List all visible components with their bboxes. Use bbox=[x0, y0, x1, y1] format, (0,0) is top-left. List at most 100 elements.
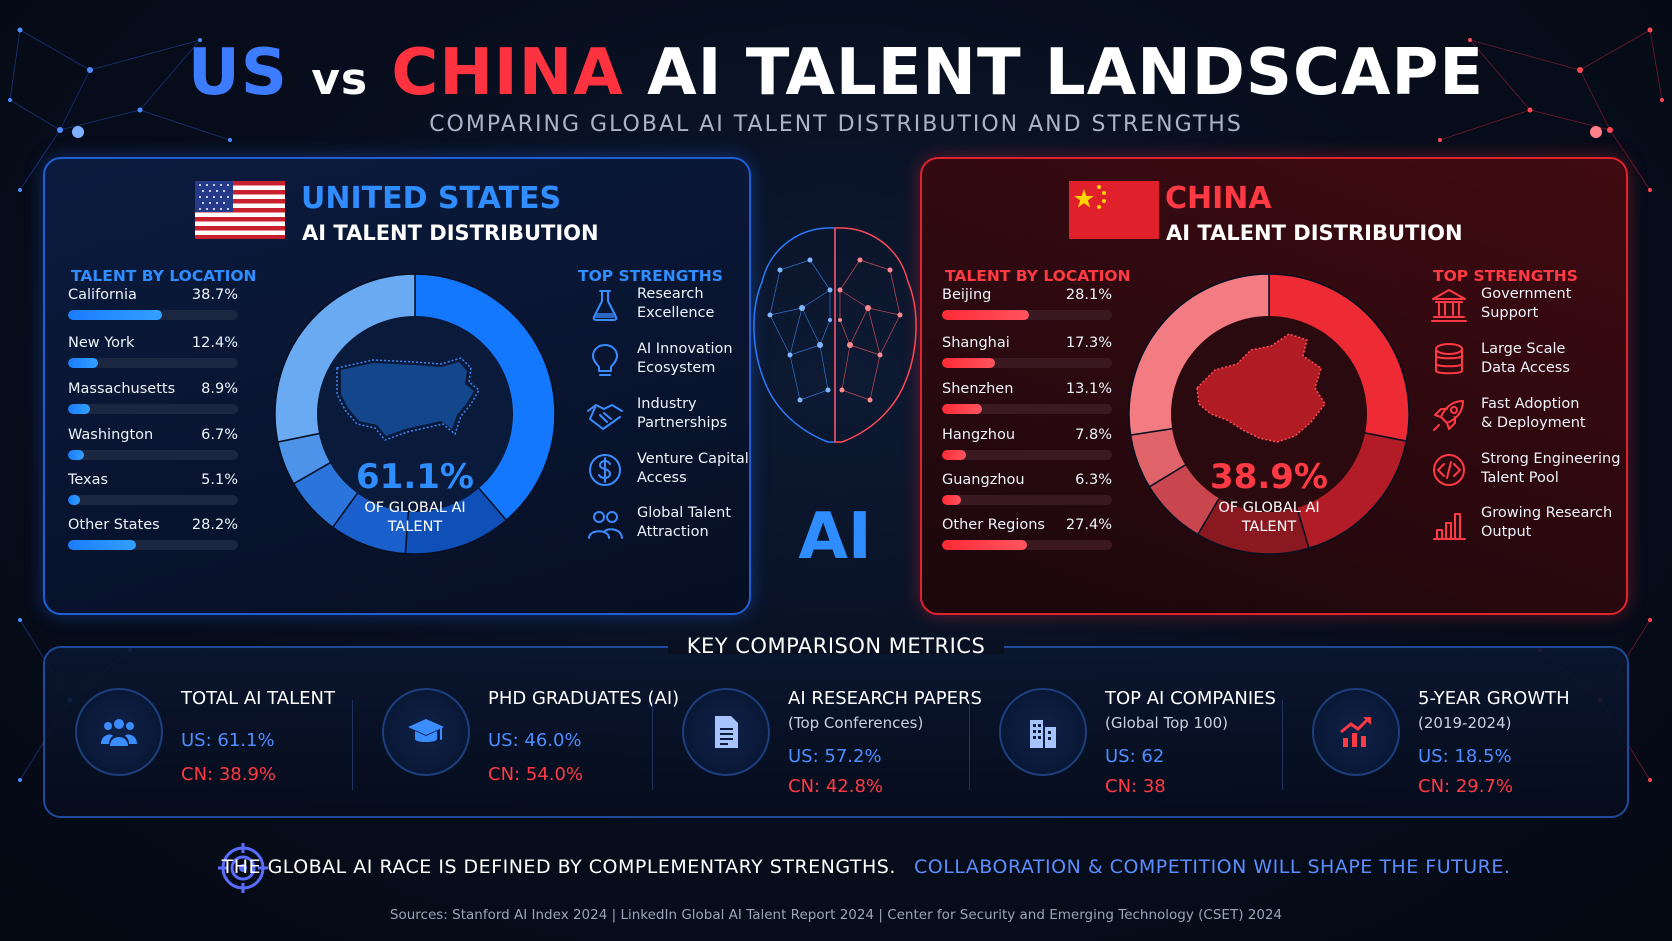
metric-label: AI RESEARCH PAPERS bbox=[788, 688, 982, 709]
metrics-heading-backdrop bbox=[668, 640, 1004, 654]
us-location-name: Washington bbox=[68, 427, 154, 443]
us-strength-line2: Excellence bbox=[637, 305, 715, 321]
china-location-value: 6.3% bbox=[1075, 472, 1112, 488]
metric-icon-circle bbox=[75, 688, 163, 776]
us-donut-caption-2: TALENT bbox=[387, 519, 443, 535]
metric-icon-circle bbox=[382, 688, 470, 776]
us-subtitle: AI TALENT DISTRIBUTION bbox=[302, 221, 599, 245]
page-title: US vs CHINA AI TALENT LANDSCAPE bbox=[0, 36, 1672, 110]
flask-icon bbox=[585, 285, 625, 325]
china-strength-label: Large Scale Data Access bbox=[1481, 340, 1629, 378]
china-location-value: 7.8% bbox=[1075, 427, 1112, 443]
us-donut-value: 61.1% bbox=[356, 457, 474, 497]
china-location-row: Beijing 28.1% bbox=[942, 287, 1112, 327]
us-location-value: 5.1% bbox=[201, 472, 238, 488]
china-donut-chart bbox=[1128, 273, 1410, 555]
china-location-value: 28.1% bbox=[1065, 287, 1112, 303]
china-strength-item: Large Scale Data Access bbox=[1429, 340, 1629, 390]
page-subtitle: COMPARING GLOBAL AI TALENT DISTRIBUTION … bbox=[429, 112, 1243, 137]
us-strength-label: Research Excellence bbox=[637, 285, 785, 323]
metric-divider bbox=[652, 700, 653, 790]
china-strengths-heading: TOP STRENGTHS bbox=[1433, 267, 1578, 285]
metric-us-value: US: 61.1% bbox=[181, 730, 275, 751]
china-location-row: Shanghai 17.3% bbox=[942, 335, 1112, 375]
metric-divider bbox=[969, 700, 970, 790]
title-vs: vs bbox=[311, 54, 369, 105]
metric-china-value: CN: 42.8% bbox=[788, 776, 884, 797]
us-location-bar bbox=[68, 404, 90, 414]
china-location-row: Hangzhou 7.8% bbox=[942, 427, 1112, 467]
metric-us-value: US: 57.2% bbox=[788, 746, 882, 767]
metric-label: 5-YEAR GROWTH bbox=[1418, 688, 1570, 709]
china-location-bar bbox=[942, 450, 967, 460]
metric-sublabel: (Top Conferences) bbox=[788, 714, 924, 732]
us-location-bar bbox=[68, 540, 137, 550]
us-location-bar bbox=[68, 450, 85, 460]
china-location-heading: TALENT BY LOCATION bbox=[945, 267, 1131, 285]
us-strength-item: Industry Partnerships bbox=[585, 395, 785, 445]
china-strength-line2: & Deployment bbox=[1481, 415, 1586, 431]
us-strength-label: AI Innovation Ecosystem bbox=[637, 340, 785, 378]
china-strength-item: Government Support bbox=[1429, 285, 1629, 335]
us-strength-label: Venture Capital Access bbox=[637, 450, 785, 488]
us-location-bar-track bbox=[68, 310, 238, 320]
metric-sublabel: (2019-2024) bbox=[1418, 714, 1512, 732]
us-location-row: California 38.7% bbox=[68, 287, 238, 327]
china-subtitle: AI TALENT DISTRIBUTION bbox=[1166, 221, 1463, 245]
metric-china-value: CN: 29.7% bbox=[1418, 776, 1514, 797]
us-location-row: New York 12.4% bbox=[68, 335, 238, 375]
china-strength-label: Growing Research Output bbox=[1481, 504, 1629, 542]
us-location-row: Massachusetts 8.9% bbox=[68, 381, 238, 421]
us-donut-chart bbox=[274, 273, 556, 555]
china-strength-label: Government Support bbox=[1481, 285, 1629, 323]
china-location-name: Hangzhou bbox=[942, 427, 1016, 443]
us-strength-label: Industry Partnerships bbox=[637, 395, 785, 433]
metric-item: TOTAL AI TALENT US: 61.1% CN: 38.9% bbox=[75, 680, 365, 800]
growth-chart-icon bbox=[1336, 712, 1376, 756]
china-location-bar-track bbox=[942, 404, 1112, 414]
us-location-bar-track bbox=[68, 495, 238, 505]
us-location-value: 38.7% bbox=[191, 287, 238, 303]
title-rest: AI TALENT LANDSCAPE bbox=[647, 36, 1485, 110]
china-location-bar-track bbox=[942, 540, 1112, 550]
china-strength-item: Fast Adoption & Deployment bbox=[1429, 395, 1629, 445]
document-icon bbox=[706, 712, 746, 756]
china-strength-line2: Talent Pool bbox=[1481, 470, 1559, 486]
china-location-bar-track bbox=[942, 358, 1112, 368]
metric-us-value: US: 18.5% bbox=[1418, 746, 1512, 767]
china-location-bar bbox=[942, 404, 983, 414]
china-donut-caption-1: OF GLOBAL AI bbox=[1218, 500, 1320, 516]
china-map-icon bbox=[1196, 333, 1326, 443]
china-location-name: Shanghai bbox=[942, 335, 1010, 351]
metric-china-value: CN: 38 bbox=[1105, 776, 1166, 797]
us-location-bar bbox=[68, 310, 162, 320]
us-strengths-heading: TOP STRENGTHS bbox=[578, 267, 723, 285]
us-flag-icon bbox=[195, 181, 285, 239]
metric-icon-circle bbox=[1312, 688, 1400, 776]
us-location-value: 8.9% bbox=[201, 381, 238, 397]
metric-sublabel: (Global Top 100) bbox=[1105, 714, 1229, 732]
us-location-value: 6.7% bbox=[201, 427, 238, 443]
metric-label: TOP AI COMPANIES bbox=[1105, 688, 1276, 709]
us-location-bar-track bbox=[68, 358, 238, 368]
us-location-name: Massachusetts bbox=[68, 381, 176, 397]
title-us: US bbox=[187, 36, 288, 110]
dollar-icon bbox=[585, 450, 625, 490]
database-icon bbox=[1429, 340, 1469, 380]
rocket-icon bbox=[1429, 395, 1469, 435]
metric-china-value: CN: 38.9% bbox=[181, 764, 277, 785]
metric-item: 5-YEAR GROWTH (2019-2024) US: 18.5% CN: 29.… bbox=[1312, 680, 1602, 800]
china-panel: CHINA AI TALENT DISTRIBUTION TALENT BY L… bbox=[920, 157, 1628, 615]
china-strength-label: Fast Adoption & Deployment bbox=[1481, 395, 1629, 433]
us-strength-line2: Attraction bbox=[637, 524, 709, 540]
china-donut-value: 38.9% bbox=[1210, 457, 1328, 497]
bar-chart-icon bbox=[1429, 504, 1469, 544]
us-location-row: Washington 6.7% bbox=[68, 427, 238, 467]
china-location-value: 13.1% bbox=[1065, 381, 1112, 397]
china-location-value: 27.4% bbox=[1065, 517, 1112, 533]
china-location-row: Other Regions 27.4% bbox=[942, 517, 1112, 557]
us-strength-item: AI Innovation Ecosystem bbox=[585, 340, 785, 390]
us-title: UNITED STATES bbox=[301, 181, 562, 216]
brain-network-icon bbox=[753, 227, 917, 443]
us-strength-line2: Access bbox=[637, 470, 687, 486]
